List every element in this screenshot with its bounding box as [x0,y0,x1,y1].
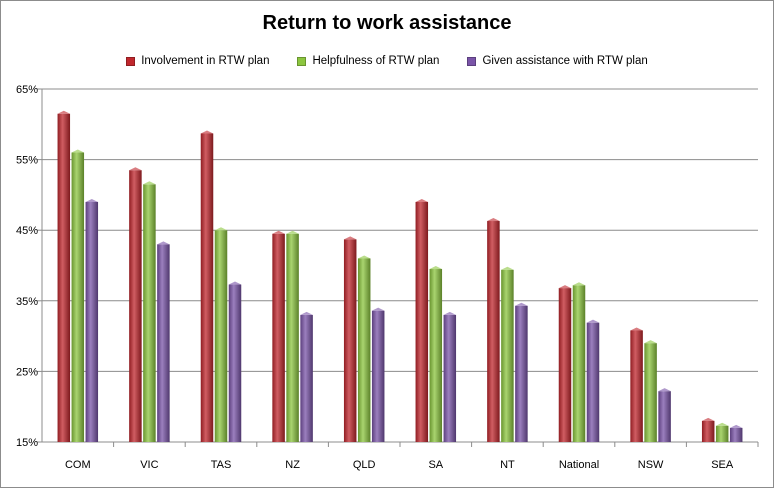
bar-cap-nsw-series-2 [644,340,657,344]
bar-cap-sea-series-3 [729,424,743,428]
bar-sea-series-2 [715,425,729,442]
bar-cap-qld-series-1 [343,236,357,240]
x-tick-label: NSW [638,459,664,471]
bar-cap-nt-series-2 [501,266,514,270]
bar-qld-series-1 [343,239,357,442]
bar-nsw-series-3 [658,391,671,442]
bar-cap-qld-series-2 [357,255,371,259]
bar-cap-nz-series-3 [300,311,313,315]
bar-nsw-series-2 [644,343,657,442]
legend-label-assistance: Given assistance with RTW plan [482,55,648,67]
bar-tas-series-2 [214,230,228,442]
y-tick-label: 65% [16,84,38,96]
bar-tas-series-3 [228,284,242,442]
y-tick-label: 15% [16,437,38,449]
bar-vic-series-3 [157,244,170,442]
x-tick-label: TAS [211,459,232,471]
bar-cap-national-series-2 [572,282,586,286]
bar-cap-tas-series-3 [228,281,242,285]
bar-cap-sa-series-2 [429,266,443,270]
x-tick-label: NT [500,459,515,471]
bar-cap-nt-series-3 [515,302,528,306]
legend-swatch-helpfulness [297,56,307,66]
bar-nsw-series-1 [630,330,643,442]
bar-cap-sa-series-1 [415,198,429,202]
x-tick-label: VIC [140,459,158,471]
bar-nt-series-1 [487,221,500,442]
x-tick-label: NZ [285,459,300,471]
y-tick-label: 45% [16,225,38,237]
bar-cap-com-series-2 [71,149,85,153]
legend-item-helpfulness: Helpfulness of RTW plan [297,55,439,67]
bar-cap-nz-series-2 [286,230,299,234]
x-tick-label: National [559,459,599,471]
y-tick-label: 25% [16,366,38,378]
bar-cap-national-series-3 [586,319,600,323]
bar-sa-series-3 [443,314,457,442]
bar-cap-tas-series-2 [214,227,228,231]
legend-label-helpfulness: Helpfulness of RTW plan [312,55,440,67]
bar-nz-series-3 [300,314,313,442]
bar-cap-nsw-series-1 [630,327,643,331]
bar-cap-nz-series-1 [272,230,285,234]
x-tick-label: SEA [711,459,734,471]
bar-com-series-2 [71,152,85,443]
bar-sea-series-1 [701,420,715,442]
bar-cap-vic-series-3 [157,241,170,245]
bar-cap-sea-series-1 [701,417,715,421]
bar-sea-series-3 [729,427,743,442]
bar-cap-vic-series-2 [143,181,156,185]
legend-item-assistance: Given assistance with RTW plan [467,55,648,67]
bar-nt-series-2 [501,269,514,442]
bar-tas-series-1 [200,133,214,442]
x-tick-label: QLD [353,459,376,471]
bar-cap-sa-series-3 [443,311,457,315]
bar-vic-series-2 [143,184,156,442]
x-tick-label: COM [65,459,91,471]
bar-vic-series-1 [129,170,142,442]
legend-label-involvement: Involvement in RTW plan [141,55,270,67]
bar-cap-sea-series-2 [715,422,729,426]
bar-nt-series-3 [515,305,528,442]
chart-title: Return to work assistance [262,12,512,34]
bar-sa-series-1 [415,201,429,442]
bar-com-series-3 [85,201,99,442]
bar-qld-series-2 [357,258,371,442]
bar-cap-nsw-series-3 [658,388,671,392]
bar-nz-series-1 [272,233,285,442]
bar-cap-vic-series-1 [129,167,142,171]
y-tick-label: 35% [16,296,38,308]
bar-cap-com-series-1 [57,110,71,114]
bar-cap-com-series-3 [85,198,99,202]
bar-cap-national-series-1 [558,285,572,289]
bar-national-series-1 [558,288,572,442]
x-tick-label: SA [428,459,443,471]
legend: Involvement in RTW plan Helpfulness of R… [0,55,774,67]
bar-cap-qld-series-3 [371,307,385,311]
y-tick-label: 55% [16,155,38,167]
bar-national-series-3 [586,322,600,442]
bar-cap-tas-series-1 [200,130,214,134]
bar-cap-nt-series-1 [487,218,500,222]
bar-nz-series-2 [286,233,299,442]
bar-national-series-2 [572,285,586,442]
legend-swatch-assistance [467,56,477,66]
bar-com-series-1 [57,113,71,443]
legend-swatch-involvement [126,56,136,66]
legend-item-involvement: Involvement in RTW plan [126,55,269,67]
bar-sa-series-2 [429,269,443,442]
bar-qld-series-3 [371,310,385,442]
